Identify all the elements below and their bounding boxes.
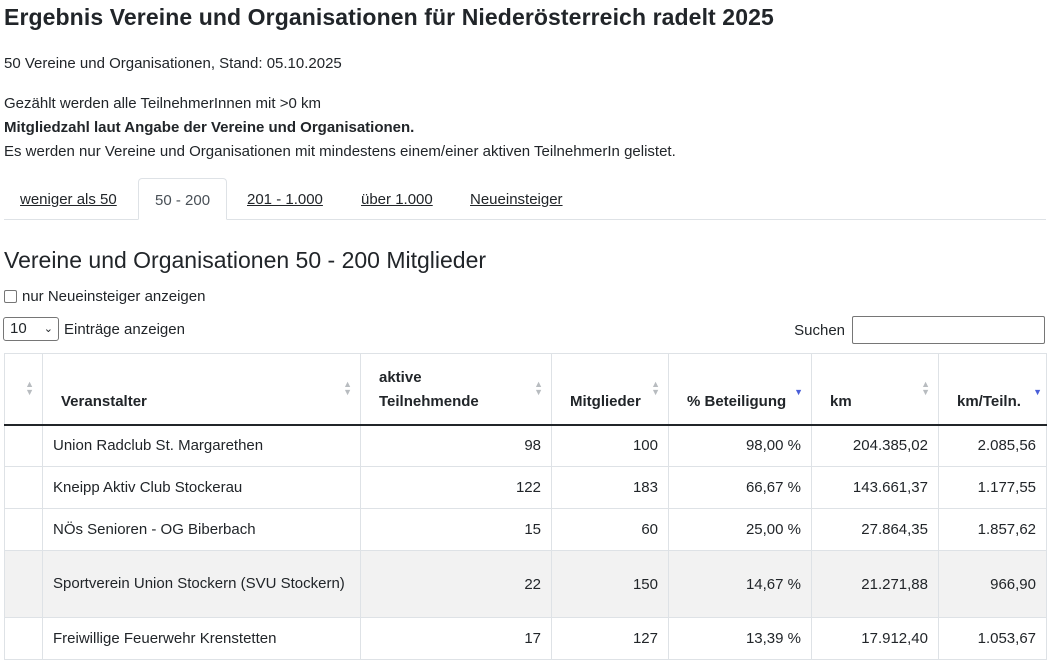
km-teiln-cell: 1.053,67 xyxy=(938,617,1047,660)
entries-select[interactable]: 10 ⌄ xyxy=(3,317,59,341)
page-title: Ergebnis Vereine und Organisationen für … xyxy=(4,4,774,30)
km-teiln-cell: 2.085,56 xyxy=(938,424,1047,467)
table-row[interactable]: Union Radclub St. Margarethen 98 100 98,… xyxy=(4,424,1047,467)
mitglieder-cell: 150 xyxy=(551,550,669,618)
page-subtitle: 50 Vereine und Organisationen, Stand: 05… xyxy=(4,55,342,72)
results-table: ▲ ▼ Veranstalter ▲ ▼ aktive Teilnehmende ▲… xyxy=(4,353,1047,660)
table-row[interactable]: Freiwillige Feuerwehr Krenstetten 17 127… xyxy=(4,617,1047,660)
info-line-3: Es werden nur Vereine und Organisationen… xyxy=(4,143,676,160)
aktiv-cell: 17 xyxy=(360,617,552,660)
km-cell: 27.864,35 xyxy=(811,508,939,551)
beteiligung-cell: 66,67 % xyxy=(668,466,812,509)
column-header-index[interactable]: ▲ ▼ xyxy=(4,353,43,426)
row-index-cell xyxy=(4,466,43,509)
km-cell: 17.912,40 xyxy=(811,617,939,660)
km-cell: 21.271,88 xyxy=(811,550,939,618)
sort-desc-icon: ▲▼ xyxy=(794,387,803,397)
mitglieder-cell: 127 xyxy=(551,617,669,660)
sort-desc-icon: ▲▼ xyxy=(1033,387,1042,397)
newcomer-filter: nur Neueinsteiger anzeigen xyxy=(4,288,205,305)
tab-50-200[interactable]: 50 - 200 xyxy=(138,178,228,220)
beteiligung-cell: 25,00 % xyxy=(668,508,812,551)
section-title: Vereine und Organisationen 50 - 200 Mitg… xyxy=(4,247,487,273)
beteiligung-cell: 13,39 % xyxy=(668,617,812,660)
search-label: Suchen xyxy=(794,321,845,339)
column-header-km[interactable]: km ▲ ▼ xyxy=(811,353,939,426)
row-index-cell xyxy=(4,617,43,660)
veranstalter-cell: NÖs Senioren - OG Biberbach xyxy=(42,508,361,551)
aktiv-cell: 22 xyxy=(360,550,552,618)
aktiv-cell: 15 xyxy=(360,508,552,551)
mitglieder-cell: 183 xyxy=(551,466,669,509)
column-header-beteiligung[interactable]: % Beteiligung ▲▼ xyxy=(668,353,812,426)
row-index-cell xyxy=(4,550,43,618)
search-control: Suchen xyxy=(794,316,1045,344)
km-teiln-cell: 1.177,55 xyxy=(938,466,1047,509)
entries-select-value: 10 xyxy=(10,320,27,337)
table-row[interactable]: Kneipp Aktiv Club Stockerau 122 183 66,6… xyxy=(4,466,1047,509)
veranstalter-cell: Union Radclub St. Margarethen xyxy=(42,424,361,467)
entries-label: Einträge anzeigen xyxy=(64,320,185,338)
sort-icon: ▲ ▼ xyxy=(921,379,930,397)
veranstalter-cell: Kneipp Aktiv Club Stockerau xyxy=(42,466,361,509)
mitglieder-cell: 100 xyxy=(551,424,669,467)
sort-icon: ▲ ▼ xyxy=(25,379,34,397)
km-teiln-cell: 1.857,62 xyxy=(938,508,1047,551)
row-index-cell xyxy=(4,508,43,551)
tab-weniger-als-50[interactable]: weniger als 50 xyxy=(20,191,117,208)
row-index-cell xyxy=(4,424,43,467)
beteiligung-cell: 14,67 % xyxy=(668,550,812,618)
km-teiln-cell: 966,90 xyxy=(938,550,1047,618)
column-header-km-teiln[interactable]: km/Teiln. ▲▼ xyxy=(938,353,1047,426)
sort-icon: ▲ ▼ xyxy=(651,379,660,397)
search-input[interactable] xyxy=(852,316,1045,344)
mitglieder-cell: 60 xyxy=(551,508,669,551)
newcomer-checkbox[interactable] xyxy=(4,290,17,303)
beteiligung-cell: 98,00 % xyxy=(668,424,812,467)
km-cell: 143.661,37 xyxy=(811,466,939,509)
category-tabs: weniger als 50 50 - 200 201 - 1.000 über… xyxy=(4,178,1046,220)
column-header-aktive-teilnehmende[interactable]: aktive Teilnehmende ▲ ▼ xyxy=(360,353,552,426)
tab-201-1000[interactable]: 201 - 1.000 xyxy=(247,191,323,208)
veranstalter-cell: Freiwillige Feuerwehr Krenstetten xyxy=(42,617,361,660)
km-cell: 204.385,02 xyxy=(811,424,939,467)
veranstalter-cell: Sportverein Union Stockern (SVU Stockern… xyxy=(42,550,361,618)
column-header-veranstalter[interactable]: Veranstalter ▲ ▼ xyxy=(42,353,361,426)
tab-ueber-1000[interactable]: über 1.000 xyxy=(361,191,433,208)
table-row[interactable]: NÖs Senioren - OG Biberbach 15 60 25,00 … xyxy=(4,508,1047,551)
table-row[interactable]: Sportverein Union Stockern (SVU Stockern… xyxy=(4,550,1047,618)
table-header-row: ▲ ▼ Veranstalter ▲ ▼ aktive Teilnehmende ▲… xyxy=(4,353,1047,426)
column-header-mitglieder[interactable]: Mitglieder ▲ ▼ xyxy=(551,353,669,426)
info-line-2: Mitgliedzahl laut Angabe der Vereine und… xyxy=(4,119,415,136)
newcomer-checkbox-label[interactable]: nur Neueinsteiger anzeigen xyxy=(22,288,206,305)
aktiv-cell: 98 xyxy=(360,424,552,467)
tab-neueinsteiger[interactable]: Neueinsteiger xyxy=(470,191,563,208)
info-line-1: Gezählt werden alle TeilnehmerInnen mit … xyxy=(4,95,321,112)
sort-icon: ▲ ▼ xyxy=(534,379,543,397)
sort-icon: ▲ ▼ xyxy=(343,379,352,397)
aktiv-cell: 122 xyxy=(360,466,552,509)
entries-length-control: 10 ⌄ Einträge anzeigen xyxy=(3,317,185,341)
chevron-down-icon: ⌄ xyxy=(43,323,53,335)
